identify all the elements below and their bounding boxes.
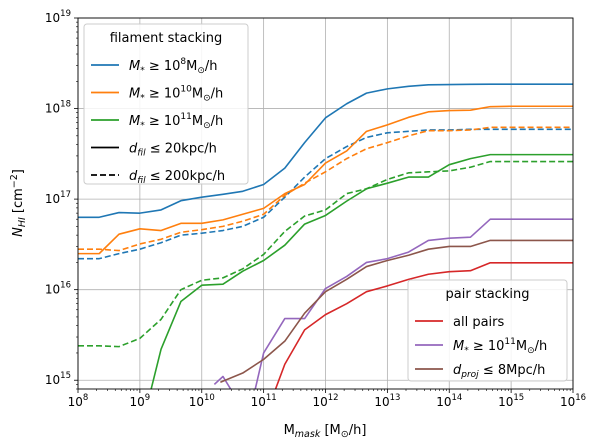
x-tick-label: 1013: [374, 393, 400, 409]
series-line-6: [78, 160, 573, 348]
x-tick-label: 108: [68, 393, 89, 409]
legend-box: [83, 23, 249, 185]
y-tick-label: 1015: [45, 371, 71, 387]
legend-title: filament stacking: [110, 31, 223, 46]
legend-title: pair stacking: [446, 287, 530, 302]
legend-label: dproj ≤ 8Mpc/h: [453, 363, 545, 380]
ticks: 108 109 1010 1011 1012 1013 1014 1015 1016 1015 10…: [45, 9, 586, 409]
series-line-1: [78, 83, 573, 219]
x-tick-label: 1011: [251, 393, 277, 409]
y-axis-label: NHI [cm−2]: [9, 169, 28, 237]
x-tick-label: 1014: [436, 393, 462, 409]
series-line-4: [78, 126, 573, 252]
series-line-7: [274, 261, 573, 389]
series-line-5: [150, 153, 573, 389]
legend-label: M* ≥ 1011M⊙/h: [129, 112, 223, 131]
series-layer: [78, 83, 573, 389]
series-line-8: [213, 218, 573, 389]
series-line-9: [220, 239, 573, 383]
x-tick-label: 1015: [498, 393, 524, 409]
y-tick-label: 1018: [45, 100, 71, 116]
legend-label: dfil ≤ 20kpc/h: [129, 142, 217, 159]
y-tick-label: 1016: [45, 281, 71, 297]
y-tick-label: 1017: [45, 190, 71, 206]
legend-label: M* ≥ 1011M⊙/h: [453, 337, 547, 356]
legend-label: all pairs: [453, 315, 504, 330]
legend-filament: filament stacking M* ≥ 108M⊙/h M* ≥ 1010M⊙…: [83, 23, 249, 186]
legend-pair: pair stacking all pairs M* ≥ 1011M⊙/h dproj…: [407, 279, 568, 382]
legend-label: M* ≥ 108M⊙/h: [129, 57, 218, 76]
legend-box: [407, 279, 568, 382]
y-tick-label: 1019: [45, 9, 71, 25]
x-tick-label: 1010: [189, 393, 215, 409]
x-tick-label: 109: [130, 393, 151, 409]
legend-label: M* ≥ 1010M⊙/h: [129, 85, 223, 104]
x-tick-label: 1012: [312, 393, 338, 409]
x-tick-label: 1016: [560, 393, 586, 409]
x-axis-label: Mmask [M⊙/h]: [284, 423, 367, 440]
series-line-3: [78, 105, 573, 255]
series-line-2: [78, 128, 573, 260]
legend-label: dfil ≤ 200kpc/h: [129, 169, 225, 186]
